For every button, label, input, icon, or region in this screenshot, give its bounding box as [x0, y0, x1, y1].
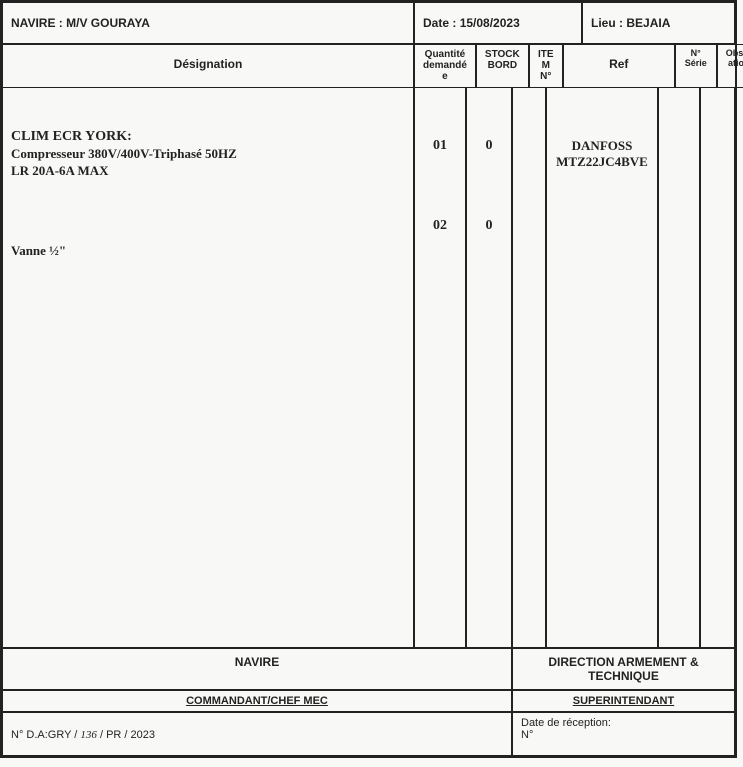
item-1-line3: LR 20A-6A MAX [11, 163, 405, 180]
commandant-label: COMMANDANT/CHEF MEC [186, 695, 328, 707]
item-1-title: CLIM ECR YORK: [11, 128, 405, 146]
col-stock-l2: BORD [488, 60, 517, 71]
da-prefix: N° D.A:GRY / [11, 729, 77, 741]
item-1: CLIM ECR YORK: Compresseur 380V/400V-Tri… [11, 128, 405, 180]
footer-reception: Date de réception: N° [512, 712, 735, 756]
item-1-ref-l1: DANFOSS [547, 138, 657, 154]
item-2-qte: 02 [433, 218, 447, 233]
col-qte-l2: demandé [423, 60, 467, 71]
item-1-ref-l2: MTZ22JC4BVE [547, 154, 657, 170]
col-item: ITE M N° [529, 44, 563, 88]
footer-bottom-row: N° D.A:GRY / 136 / PR / 2023 Date de réc… [2, 712, 735, 756]
reception-label: Date de réception: [521, 717, 726, 729]
header-row: NAVIRE : M/V GOURAYA Date : 15/08/2023 L… [2, 2, 735, 44]
body-serie [658, 88, 700, 648]
body-qte: 01 02 [414, 88, 466, 648]
col-obs: Observ ations [717, 44, 743, 88]
body-item [512, 88, 546, 648]
footer-header-row: NAVIRE DIRECTION ARMEMENT & TECHNIQUE [2, 648, 735, 690]
body-ref: DANFOSS MTZ22JC4BVE [546, 88, 658, 648]
item-2: Vanne ½" [11, 243, 66, 259]
superintendant-label: SUPERINTENDANT [573, 695, 674, 707]
col-qte-l1: Quantité [425, 49, 466, 60]
lieu-value: BEJAIA [626, 16, 670, 30]
da-num: 136 [80, 729, 97, 741]
header-navire: NAVIRE : M/V GOURAYA [2, 2, 414, 44]
item-1-line2: Compresseur 380V/400V-Triphasé 50HZ [11, 146, 405, 163]
form-container: NAVIRE : M/V GOURAYA Date : 15/08/2023 L… [0, 0, 737, 758]
footer-roles-row: COMMANDANT/CHEF MEC SUPERINTENDANT [2, 690, 735, 712]
col-qte-l3: e [442, 71, 448, 82]
footer-superintendant: SUPERINTENDANT [512, 690, 735, 712]
footer-navire: NAVIRE [2, 648, 512, 690]
col-stock: STOCK BORD [476, 44, 529, 88]
col-stock-l1: STOCK [485, 49, 520, 60]
item-1-stock: 0 [486, 138, 493, 153]
header-lieu: Lieu : BEJAIA [582, 2, 735, 44]
header-date: Date : 15/08/2023 [414, 2, 582, 44]
item-2-stock: 0 [486, 218, 493, 233]
item-1-qte: 01 [433, 138, 447, 153]
col-item-l2: M N° [538, 60, 554, 82]
footer-da: N° D.A:GRY / 136 / PR / 2023 [2, 712, 512, 756]
col-ref: Ref [563, 44, 675, 88]
col-serie: N° Série [675, 44, 717, 88]
date-label: Date : [423, 16, 456, 30]
column-headers: Désignation Quantité demandé e STOCK BOR… [2, 44, 735, 88]
col-obs-l2: ations [728, 59, 743, 69]
body-stock: 0 0 [466, 88, 512, 648]
body-obs [700, 88, 735, 648]
lieu-label: Lieu : [591, 16, 623, 30]
body-designation: CLIM ECR YORK: Compresseur 380V/400V-Tri… [2, 88, 414, 648]
reception-num-label: N° [521, 729, 726, 741]
col-designation: Désignation [2, 44, 414, 88]
date-value: 15/08/2023 [460, 16, 520, 30]
col-qte: Quantité demandé e [414, 44, 476, 88]
footer-direction: DIRECTION ARMEMENT & TECHNIQUE [512, 648, 735, 690]
navire-value: M/V GOURAYA [66, 16, 150, 30]
navire-label: NAVIRE : [11, 16, 63, 30]
da-suffix: / PR / 2023 [100, 729, 155, 741]
item-2-title: Vanne ½" [11, 243, 66, 259]
col-item-l1: ITE [538, 49, 554, 60]
footer-commandant: COMMANDANT/CHEF MEC [2, 690, 512, 712]
table-body: CLIM ECR YORK: Compresseur 380V/400V-Tri… [2, 88, 735, 648]
